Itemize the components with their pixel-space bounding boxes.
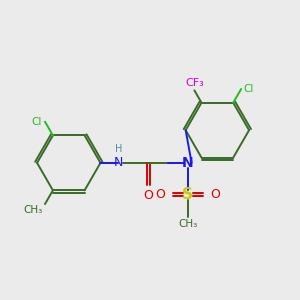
Text: Cl: Cl [32, 117, 42, 127]
Text: CF₃: CF₃ [185, 78, 204, 88]
Text: O: O [155, 188, 165, 201]
Text: CH₃: CH₃ [178, 219, 197, 230]
Text: S: S [182, 187, 193, 202]
Text: O: O [210, 188, 220, 201]
Text: N: N [114, 156, 123, 170]
Text: CH₃: CH₃ [24, 205, 43, 215]
Text: Cl: Cl [243, 84, 254, 94]
Text: H: H [115, 144, 122, 154]
Text: O: O [143, 189, 153, 202]
Text: N: N [182, 156, 194, 170]
